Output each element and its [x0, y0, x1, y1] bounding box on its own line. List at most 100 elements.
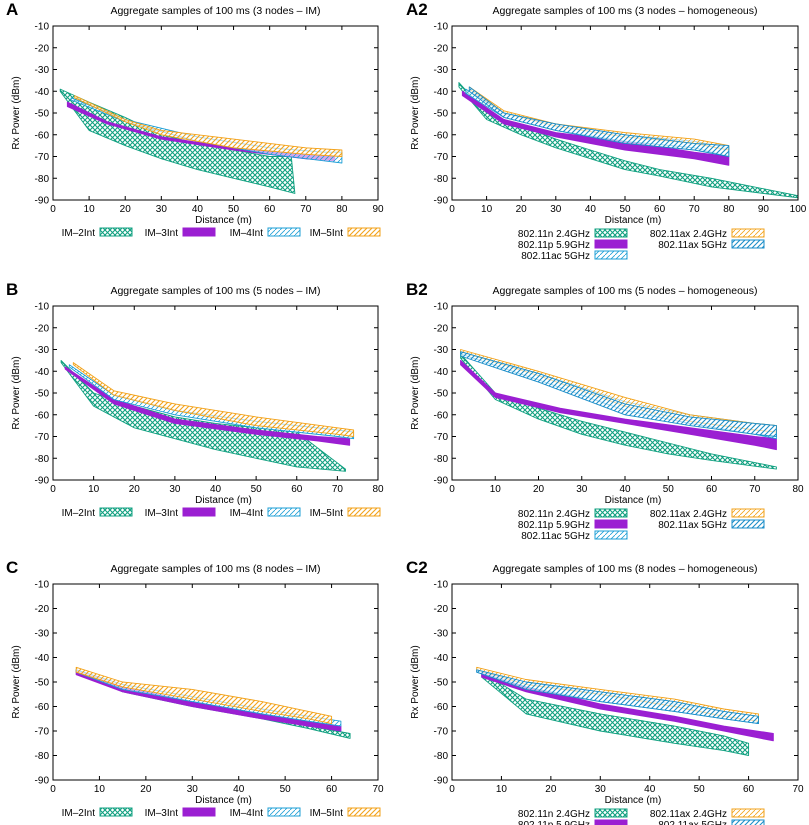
y-tick-label: -50: [434, 678, 449, 689]
y-tick-label: -10: [35, 22, 50, 33]
legend-label: IM–4Int: [230, 228, 264, 239]
y-tick-label: -40: [434, 653, 449, 664]
legend-swatch: [347, 507, 381, 517]
x-tick-label: 10: [84, 204, 96, 215]
y-tick-label: -60: [434, 410, 449, 421]
series-area-1: [481, 671, 774, 742]
chart-title: Aggregate samples of 100 ms (5 nodes – I…: [110, 285, 320, 297]
series-area-4: [460, 351, 777, 437]
panel-b2: B2 Aggregate samples of 100 ms (5 nodes –…: [406, 280, 804, 542]
series-areas: [460, 349, 777, 470]
legend-swatch: [731, 519, 765, 529]
x-tick-label: 40: [233, 784, 245, 795]
x-tick-label: 40: [192, 204, 204, 215]
legend-label: IM–2Int: [62, 508, 96, 519]
legend-label: IM–3Int: [145, 508, 179, 519]
x-tick-label: 100: [790, 204, 807, 215]
legend-swatch: [731, 819, 765, 825]
chart-title: Aggregate samples of 100 ms (8 nodes – h…: [493, 563, 758, 575]
y-tick-label: -60: [35, 130, 50, 141]
y-tick-label: -20: [35, 604, 50, 615]
y-axis-label: Rx Power (dBm): [410, 76, 421, 149]
legend: IM–2Int IM–3Int IM–4Int IM–5Int: [62, 807, 381, 819]
y-tick-label: -80: [434, 454, 449, 465]
legend-swatch: [594, 519, 628, 529]
x-tick-label: 30: [187, 784, 199, 795]
x-tick-label: 10: [88, 484, 100, 495]
x-tick-label: 70: [332, 484, 344, 495]
legend-swatch: [731, 228, 765, 238]
legend-label: 802.11ax 2.4GHz: [650, 809, 727, 820]
y-tick-label: -70: [35, 432, 50, 443]
y-axis-label: Rx Power (dBm): [410, 645, 421, 718]
legend-swatch: [594, 250, 628, 260]
legend-swatch: [99, 507, 133, 517]
legend-swatch: [99, 227, 133, 237]
panel-c: C Aggregate samples of 100 ms (8 nodes – …: [6, 558, 384, 819]
y-tick-label: -20: [35, 43, 50, 54]
x-tick-label: 80: [336, 204, 348, 215]
y-tick-label: -60: [35, 702, 50, 713]
y-tick-label: -10: [434, 22, 449, 33]
legend-label: 802.11p 5.9GHz: [518, 520, 590, 531]
panels: A Aggregate samples of 100 ms (3 nodes – …: [6, 0, 807, 825]
x-tick-label: 70: [372, 784, 384, 795]
legend-label: 802.11p 5.9GHz: [518, 240, 590, 251]
x-tick-label: 40: [644, 784, 656, 795]
x-tick-label: 50: [619, 204, 631, 215]
chart-title: Aggregate samples of 100 ms (3 nodes – I…: [110, 5, 320, 17]
chart-title: Aggregate samples of 100 ms (3 nodes – h…: [493, 5, 758, 17]
x-tick-label: 10: [94, 784, 106, 795]
x-tick-label: 20: [120, 204, 132, 215]
y-tick-label: -80: [35, 751, 50, 762]
y-tick-label: -80: [434, 751, 449, 762]
x-tick-label: 80: [792, 484, 804, 495]
panel-label: C: [6, 558, 18, 577]
y-tick-label: -10: [434, 580, 449, 591]
y-tick-label: -50: [35, 678, 50, 689]
x-axis-label: Distance (m): [195, 495, 252, 506]
y-tick-label: -90: [434, 776, 449, 787]
y-tick-label: -80: [434, 174, 449, 185]
legend-label: 802.11ac 5GHz: [521, 251, 590, 262]
legend-label: IM–3Int: [145, 228, 179, 239]
y-tick-label: -60: [434, 130, 449, 141]
series-area-1: [460, 359, 777, 451]
series-area-3: [74, 95, 343, 157]
x-tick-label: 30: [595, 784, 607, 795]
y-tick-label: -30: [35, 629, 50, 640]
series-area-0: [481, 671, 750, 756]
y-tick-label: -70: [434, 152, 449, 163]
x-tick-label: 20: [533, 484, 545, 495]
y-tick-label: -80: [35, 454, 50, 465]
x-tick-label: 80: [372, 484, 384, 495]
y-tick-label: -50: [35, 109, 50, 120]
x-tick-label: 50: [694, 784, 706, 795]
panel-label: C2: [406, 558, 428, 577]
series-areas: [60, 359, 355, 472]
y-axis-label: Rx Power (dBm): [410, 356, 421, 429]
legend-swatch: [99, 807, 133, 817]
y-tick-label: -20: [434, 604, 449, 615]
chart-title: Aggregate samples of 100 ms (8 nodes – I…: [110, 563, 320, 575]
series-areas: [458, 82, 799, 199]
series-area-3: [72, 362, 355, 437]
chart-title: Aggregate samples of 100 ms (5 nodes – h…: [493, 285, 758, 297]
legend-label: IM–4Int: [230, 808, 264, 819]
series-area-1: [64, 366, 351, 446]
y-axis-label: Rx Power (dBm): [11, 356, 22, 429]
legend-label: IM–4Int: [230, 508, 264, 519]
legend-swatch: [182, 807, 216, 817]
legend-swatch: [267, 227, 301, 237]
x-tick-label: 70: [749, 484, 761, 495]
x-tick-label: 0: [50, 204, 56, 215]
panel-label: A2: [406, 0, 428, 19]
x-tick-label: 50: [251, 484, 263, 495]
x-tick-label: 40: [585, 204, 597, 215]
legend-swatch: [347, 807, 381, 817]
legend-swatch: [182, 507, 216, 517]
series-area-0: [60, 359, 346, 472]
panel-b: B Aggregate samples of 100 ms (5 nodes – …: [6, 280, 384, 519]
panel-c2: C2 Aggregate samples of 100 ms (8 nodes –…: [406, 558, 804, 825]
